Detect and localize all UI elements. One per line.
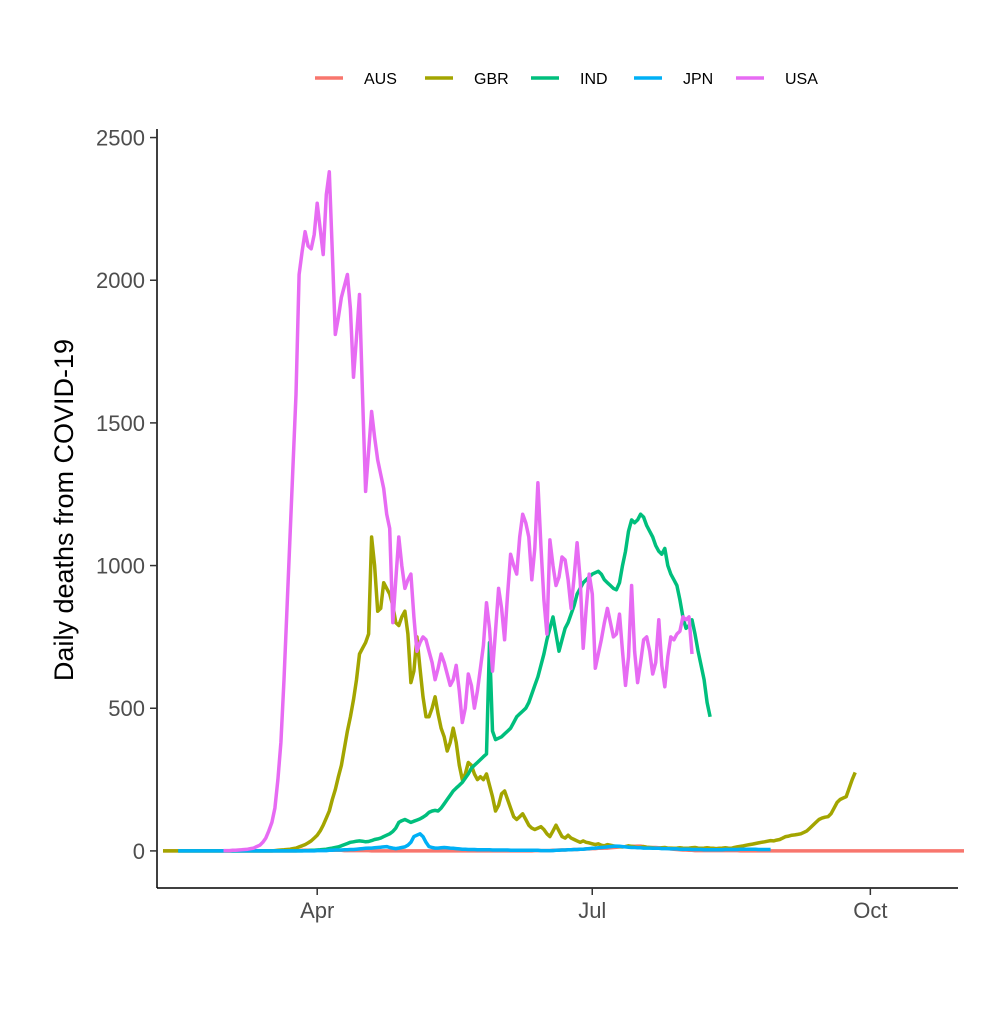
y-tick-label: 1500 [96, 411, 145, 436]
series-line-ind [178, 512, 712, 853]
legend-label-usa: USA [785, 71, 818, 88]
y-tick-label: 2000 [96, 268, 145, 293]
legend-label-jpn: JPN [683, 71, 713, 88]
x-tick-label: Jul [578, 898, 606, 923]
legend: AUS GBR IND JPN USA [315, 71, 818, 88]
y-axis-title: Daily deaths from COVID-19 [49, 339, 79, 681]
y-tick-label: 1000 [96, 554, 145, 579]
y-ticks: 0 500 1000 1500 2000 2500 [96, 126, 157, 864]
axes [156, 129, 958, 889]
legend-label-gbr: GBR [474, 71, 509, 88]
x-tick-label: Oct [853, 898, 887, 923]
legend-label-aus: AUS [364, 71, 397, 88]
series-line-jpn [178, 832, 771, 853]
x-tick-label: Apr [300, 898, 334, 923]
legend-label-ind: IND [580, 71, 608, 88]
x-ticks: Apr Jul Oct [300, 888, 887, 923]
y-tick-label: 2500 [96, 126, 145, 151]
series-lines [163, 170, 964, 853]
y-tick-label: 0 [133, 839, 145, 864]
series-line-usa [223, 170, 694, 853]
y-tick-label: 500 [108, 696, 145, 721]
